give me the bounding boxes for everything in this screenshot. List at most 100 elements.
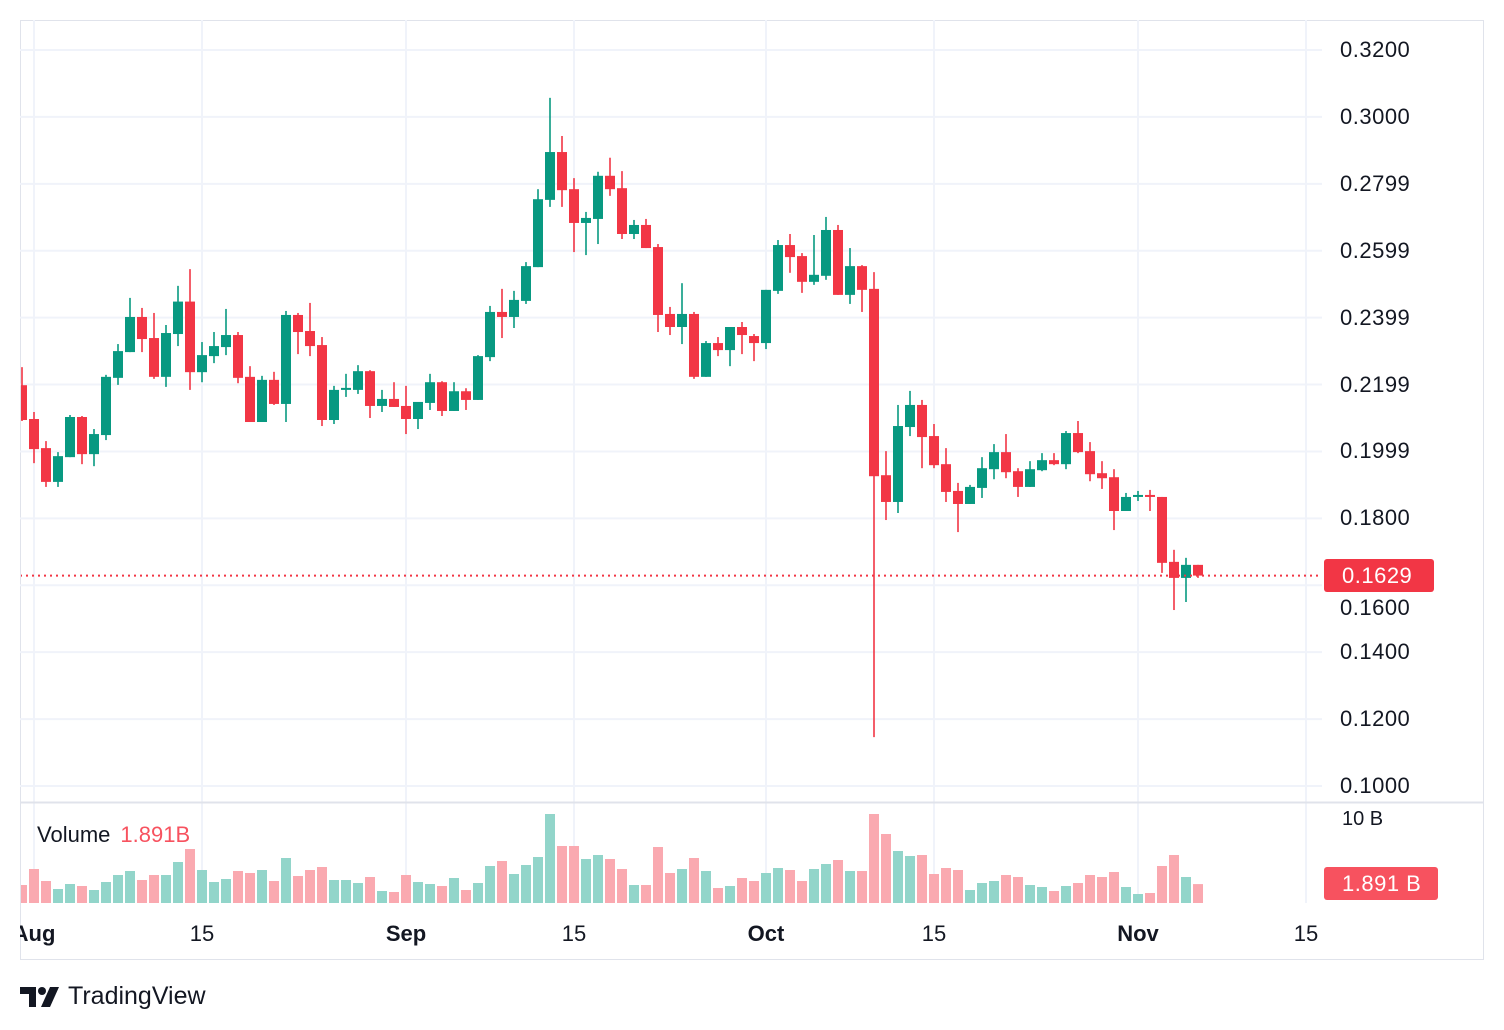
candle[interactable] [929, 424, 939, 469]
candle[interactable] [281, 310, 291, 423]
candle[interactable] [1121, 492, 1131, 512]
candle[interactable] [533, 189, 543, 268]
candle[interactable] [881, 451, 891, 521]
candle[interactable] [893, 404, 903, 514]
candle[interactable] [137, 307, 147, 353]
candle[interactable] [797, 253, 807, 293]
candle[interactable] [449, 382, 459, 411]
candle[interactable] [773, 240, 783, 294]
candle[interactable] [317, 337, 327, 427]
candle[interactable] [665, 306, 675, 336]
candle[interactable] [821, 216, 831, 280]
candle[interactable] [245, 366, 255, 423]
candle[interactable] [1133, 490, 1143, 501]
candle[interactable] [1037, 453, 1047, 472]
candle[interactable] [413, 401, 423, 430]
candle[interactable] [761, 289, 771, 350]
candle[interactable] [785, 234, 795, 273]
candle[interactable] [1157, 496, 1167, 573]
candle[interactable] [1001, 434, 1011, 479]
candle[interactable] [557, 135, 567, 207]
candle[interactable] [209, 332, 219, 364]
candle[interactable] [233, 332, 243, 384]
candle[interactable] [509, 290, 519, 329]
candle[interactable] [701, 341, 711, 377]
candle[interactable] [917, 399, 927, 469]
candle[interactable] [677, 283, 687, 345]
candle[interactable] [581, 211, 591, 256]
candle[interactable] [569, 178, 579, 253]
candle[interactable] [293, 312, 303, 355]
candle[interactable] [545, 97, 555, 207]
candle[interactable] [77, 415, 87, 465]
candle[interactable] [497, 288, 507, 339]
candle[interactable] [89, 429, 99, 467]
candle[interactable] [977, 457, 987, 498]
candle[interactable] [365, 370, 375, 418]
candle[interactable] [1181, 557, 1191, 602]
candle[interactable] [305, 302, 315, 357]
candle[interactable] [641, 218, 651, 249]
candle[interactable] [221, 308, 231, 356]
candle[interactable] [353, 365, 363, 394]
candle[interactable] [1073, 421, 1083, 454]
candle[interactable] [329, 385, 339, 425]
candle[interactable] [1013, 468, 1023, 497]
candle[interactable] [605, 157, 615, 196]
candle[interactable] [845, 248, 855, 304]
candle[interactable] [485, 305, 495, 362]
candle[interactable] [737, 321, 747, 355]
candle[interactable] [1145, 489, 1155, 512]
candle[interactable] [17, 367, 27, 422]
candle[interactable] [629, 219, 639, 240]
candle[interactable] [689, 311, 699, 379]
candle[interactable] [185, 269, 195, 390]
candle[interactable] [857, 265, 867, 312]
volume-legend[interactable]: Volume 1.891B [37, 822, 190, 848]
candle[interactable] [941, 448, 951, 502]
candle[interactable] [1169, 549, 1179, 611]
candle[interactable] [989, 444, 999, 480]
candle[interactable] [113, 344, 123, 385]
candle[interactable] [833, 224, 843, 295]
candle[interactable] [809, 235, 819, 285]
candle[interactable] [1109, 469, 1119, 531]
candle[interactable] [953, 482, 963, 533]
candle[interactable] [1097, 461, 1107, 489]
candle[interactable] [269, 371, 279, 405]
candle[interactable] [65, 414, 75, 458]
tradingview-logo[interactable]: TradingView [20, 982, 206, 1011]
candle[interactable] [161, 324, 171, 387]
candle[interactable] [965, 484, 975, 504]
candle[interactable] [713, 337, 723, 357]
candle[interactable] [461, 388, 471, 410]
candle[interactable] [521, 262, 531, 304]
candle[interactable] [593, 171, 603, 245]
candle[interactable] [377, 389, 387, 412]
candle[interactable] [473, 355, 483, 400]
candle[interactable] [653, 244, 663, 333]
candle[interactable] [257, 375, 267, 423]
time-axis[interactable]: Aug 15 Sep 15 Oct 15 Nov 15 [20, 905, 1320, 955]
candle[interactable] [1049, 453, 1059, 466]
candle[interactable] [425, 373, 435, 410]
candle[interactable] [197, 342, 207, 383]
candle[interactable] [617, 171, 627, 240]
candle[interactable] [341, 373, 351, 397]
candle[interactable] [389, 382, 399, 407]
candle[interactable] [725, 327, 735, 367]
candle[interactable] [173, 285, 183, 347]
candle[interactable] [29, 411, 39, 464]
candle[interactable] [41, 441, 51, 487]
candle[interactable] [1061, 431, 1071, 470]
candle[interactable] [869, 272, 879, 738]
candle[interactable] [53, 452, 63, 487]
candle[interactable] [437, 381, 447, 416]
candle[interactable] [905, 390, 915, 437]
candle[interactable] [1085, 442, 1095, 482]
candle[interactable] [401, 385, 411, 435]
candle[interactable] [1025, 461, 1035, 487]
candle[interactable] [125, 297, 135, 353]
candle[interactable] [101, 374, 111, 441]
